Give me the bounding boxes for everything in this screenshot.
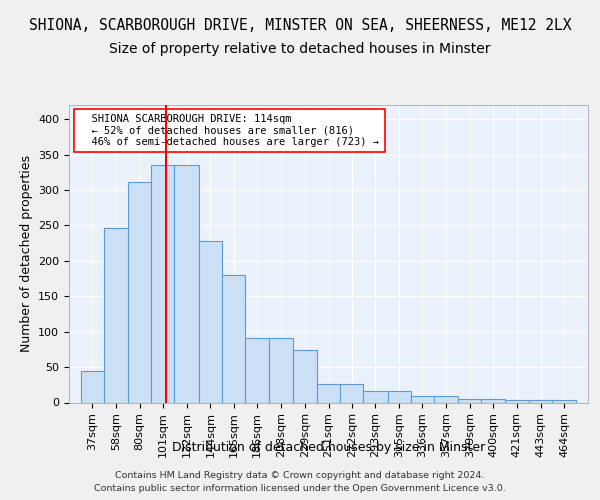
Bar <box>340 384 363 402</box>
Text: Size of property relative to detached houses in Minster: Size of property relative to detached ho… <box>109 42 491 56</box>
Bar <box>104 228 128 402</box>
Text: Distribution of detached houses by size in Minster: Distribution of detached houses by size … <box>172 441 485 454</box>
Bar <box>80 372 104 402</box>
Text: SHIONA SCARBOROUGH DRIVE: 114sqm
  ← 52% of detached houses are smaller (816)
  : SHIONA SCARBOROUGH DRIVE: 114sqm ← 52% o… <box>79 114 379 147</box>
Bar <box>481 399 505 402</box>
Bar <box>363 391 388 402</box>
Bar <box>434 396 458 402</box>
Bar <box>269 338 293 402</box>
Bar <box>151 165 175 402</box>
Bar <box>529 400 552 402</box>
Text: SHIONA, SCARBOROUGH DRIVE, MINSTER ON SEA, SHEERNESS, ME12 2LX: SHIONA, SCARBOROUGH DRIVE, MINSTER ON SE… <box>29 18 571 32</box>
Bar <box>128 182 151 402</box>
Y-axis label: Number of detached properties: Number of detached properties <box>20 155 32 352</box>
Bar <box>317 384 340 402</box>
Bar <box>293 350 317 403</box>
Bar <box>222 275 245 402</box>
Bar <box>505 400 529 402</box>
Text: Contains HM Land Registry data © Crown copyright and database right 2024.: Contains HM Land Registry data © Crown c… <box>115 471 485 480</box>
Text: Contains public sector information licensed under the Open Government Licence v3: Contains public sector information licen… <box>94 484 506 493</box>
Bar <box>411 396 434 402</box>
Bar <box>175 165 199 402</box>
Bar <box>552 400 577 402</box>
Bar <box>458 399 481 402</box>
Bar <box>199 241 222 402</box>
Bar <box>388 391 411 402</box>
Bar <box>245 338 269 402</box>
